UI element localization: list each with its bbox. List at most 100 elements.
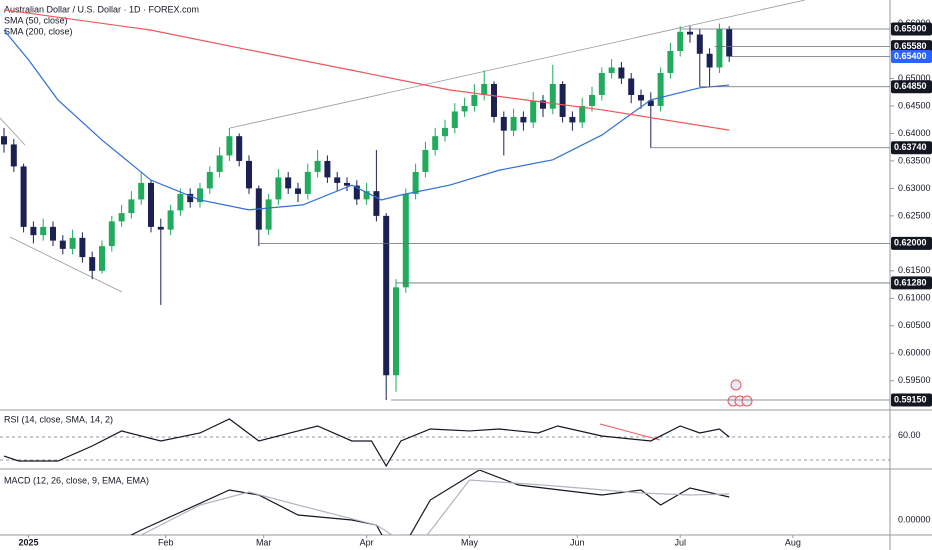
candle-body [353,185,360,200]
y-tick-label: 0.61000 [898,293,931,303]
y-tick-label: 0.64500 [898,100,931,110]
candle-body [304,171,311,194]
candle-body [128,199,135,214]
x-tick-label: 2025 [18,537,38,547]
candle-body [657,72,664,106]
candle-body [696,34,703,54]
x-tick-label: Aug [785,537,801,547]
pane-plot [130,470,730,535]
candle-body [618,67,625,79]
candle-body [344,182,350,186]
candle-body [138,182,145,200]
candle-body [667,51,674,73]
candle-body [706,53,713,68]
price-level-label: 0.65400 [894,51,927,61]
candle-body [79,237,86,258]
candle-body [148,182,154,227]
candle-body [99,246,105,271]
candle-body [677,31,684,52]
candle-body [432,136,439,150]
candle-body [716,29,723,68]
candle-body [500,116,507,131]
price-level-box [891,276,932,290]
event-icon[interactable] [730,379,742,391]
candle-body [167,210,174,230]
candle-body [226,136,233,156]
y-tick-box [891,514,932,526]
pane-plot [1,9,733,400]
candle-body [373,191,380,216]
candle-body [20,166,27,227]
legend-entry: SMA (50, close) [4,15,68,25]
candle-body [471,94,478,106]
candle-body [569,116,576,123]
y-tick-label: 0.61500 [898,265,931,275]
candle-body [442,127,448,137]
price-level-box [891,22,932,36]
candle-body [559,83,566,117]
y-tick-label: 0.62500 [898,210,931,220]
candle-body [50,226,56,241]
candle-body [412,171,419,194]
price-level-box [891,236,932,250]
y-tick-label: 0.60000 [898,348,931,358]
candle-body [275,177,282,200]
candle-body [520,116,527,123]
y-tick-label: 0.63000 [898,183,931,193]
price-level-label: 0.59150 [894,394,927,404]
pane-title: RSI (14, close, SMA, 14, 2) [4,414,113,424]
x-tick-label: Feb [158,537,174,547]
candle-body [549,83,556,109]
candle-body [530,100,537,123]
rsi-drawing [599,423,661,441]
candle-body [579,105,586,123]
drawings [0,0,806,293]
candle-body [177,193,184,211]
candle-body [197,188,203,203]
candle-body [324,160,331,178]
trendline [229,0,806,129]
candle-body [687,31,693,35]
candle-body [510,116,517,131]
y-tick-label: 0.65000 [898,73,931,83]
event-icon[interactable] [741,395,753,407]
indicator-line [3,9,730,131]
price-level-label: 0.63740 [894,142,927,152]
candle-body [451,111,458,128]
candle-body [461,105,468,112]
candle-body [393,287,399,376]
price-level-label: 0.65900 [894,23,927,33]
price-level-label: 0.61280 [894,277,927,287]
candle-body [108,221,115,247]
indicator-line [3,29,730,211]
candle-body [608,67,615,73]
y-tick-label: 0.00000 [898,514,931,524]
price-level-box [891,80,932,94]
price-level-label: 0.62000 [894,238,927,248]
y-tick-label: 0.63500 [898,155,931,165]
y-tick-label: 0.60500 [898,320,931,330]
y-tick-label: 0.64000 [898,128,931,138]
candle-body [40,226,47,236]
indicator-line [3,418,730,468]
x-tick-label: Jun [570,537,585,547]
candle-body [540,100,546,109]
candle-body [187,193,194,203]
x-tick-label: May [461,537,479,547]
pane-plot [3,418,730,468]
candle-body [638,94,644,101]
candle-body [726,29,733,57]
y-tick-box [891,429,932,442]
candle-body [422,149,429,172]
price-level-label: 0.64850 [894,81,927,91]
x-tick-label: Jul [674,537,686,547]
candle-body [314,160,321,172]
pane-title: MACD (12, 26, close, 9, EMA, EMA) [4,475,149,485]
price-level-box [891,49,932,63]
indicator-line [130,470,730,535]
chart-title: Australian Dollar / U.S. Dollar · 1D · F… [4,4,199,14]
price-level-box [891,141,932,155]
candle-body [491,83,497,117]
candle-body [265,199,272,230]
